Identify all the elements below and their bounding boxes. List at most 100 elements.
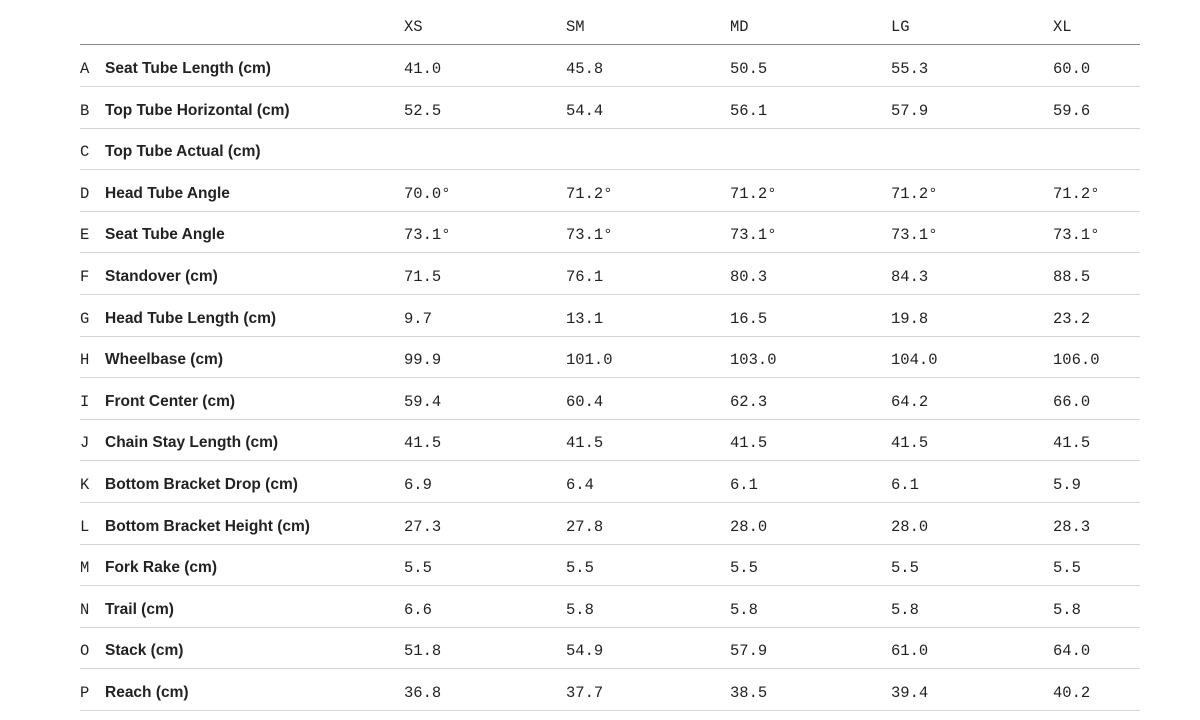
- value-cell: 54.9: [566, 642, 604, 661]
- row-label: Top Tube Horizontal (cm): [105, 101, 290, 119]
- row-letter: A: [80, 60, 90, 78]
- value-cell: 104.0: [891, 351, 938, 370]
- row-letter: C: [80, 143, 90, 162]
- value-cell: 5.8: [1053, 600, 1081, 619]
- value-cell: 73.1°: [566, 226, 613, 245]
- row-letter: D: [80, 184, 90, 203]
- value-cell: 41.5: [730, 434, 768, 453]
- row-divider: [80, 502, 1140, 503]
- value-cell: 9.7: [404, 309, 432, 328]
- row-label: Bottom Bracket Height (cm): [105, 517, 310, 535]
- value-cell: 71.2°: [566, 184, 613, 203]
- value-cell: 40.2: [1053, 684, 1091, 702]
- value-cell: 73.1°: [891, 226, 938, 245]
- value-cell: 57.9: [891, 101, 929, 120]
- value-cell: 41.5: [404, 434, 442, 453]
- value-cell: 84.3: [891, 268, 929, 286]
- row-divider: [80, 377, 1140, 378]
- value-cell: 6.1: [891, 476, 919, 494]
- value-cell: 59.4: [404, 392, 442, 411]
- row-letter: I: [80, 392, 90, 411]
- row-label: Trail (cm): [105, 600, 174, 618]
- value-cell: 73.1°: [730, 226, 777, 245]
- value-cell: 71.2°: [1053, 184, 1100, 203]
- value-cell: 71.2°: [730, 184, 777, 203]
- column-header: XS: [404, 18, 423, 36]
- value-cell: 56.1: [730, 101, 768, 120]
- value-cell: 73.1°: [1053, 226, 1100, 245]
- value-cell: 19.8: [891, 309, 929, 328]
- value-cell: 5.8: [566, 600, 594, 619]
- row-letter: K: [80, 476, 90, 494]
- value-cell: 38.5: [730, 684, 768, 702]
- value-cell: 71.5: [404, 268, 442, 286]
- row-letter: F: [80, 268, 90, 286]
- column-header: MD: [730, 18, 749, 36]
- value-cell: 28.0: [891, 517, 929, 536]
- row-letter: L: [80, 517, 90, 536]
- value-cell: 80.3: [730, 268, 768, 286]
- value-cell: 5.8: [891, 600, 919, 619]
- row-divider: [80, 252, 1140, 253]
- value-cell: 73.1°: [404, 226, 451, 245]
- value-cell: 27.8: [566, 517, 604, 536]
- value-cell: 101.0: [566, 351, 613, 370]
- value-cell: 45.8: [566, 60, 604, 78]
- row-divider: [80, 627, 1140, 628]
- row-label: Top Tube Actual (cm): [105, 143, 261, 161]
- row-letter: N: [80, 600, 90, 619]
- value-cell: 76.1: [566, 268, 604, 286]
- row-label: Head Tube Length (cm): [105, 309, 277, 327]
- value-cell: 6.6: [404, 600, 432, 619]
- column-header: SM: [566, 18, 585, 36]
- row-label: Chain Stay Length (cm): [105, 434, 279, 452]
- value-cell: 55.3: [891, 60, 929, 78]
- row-letter: E: [80, 226, 90, 245]
- value-cell: 41.0: [404, 60, 442, 78]
- row-divider: [80, 668, 1140, 669]
- row-divider: [80, 460, 1140, 461]
- row-label: Head Tube Angle: [105, 184, 230, 202]
- value-cell: 57.9: [730, 642, 768, 661]
- value-cell: 99.9: [404, 351, 442, 370]
- value-cell: 5.5: [566, 559, 594, 578]
- row-label: Front Center (cm): [105, 392, 236, 410]
- value-cell: 71.2°: [891, 184, 938, 203]
- value-cell: 36.8: [404, 684, 442, 702]
- value-cell: 6.9: [404, 476, 432, 494]
- value-cell: 28.3: [1053, 517, 1091, 536]
- value-cell: 64.0: [1053, 642, 1091, 661]
- value-cell: 106.0: [1053, 351, 1100, 370]
- row-letter: O: [80, 642, 90, 661]
- value-cell: 6.1: [730, 476, 758, 494]
- row-divider: [80, 585, 1140, 586]
- row-letter: P: [80, 684, 90, 702]
- row-label: Seat Tube Length (cm): [105, 60, 271, 77]
- row-letter: J: [80, 434, 90, 453]
- value-cell: 5.9: [1053, 476, 1081, 494]
- value-cell: 5.5: [1053, 559, 1081, 578]
- row-label: Bottom Bracket Drop (cm): [105, 476, 298, 493]
- value-cell: 5.5: [891, 559, 919, 578]
- value-cell: 61.0: [891, 642, 929, 661]
- row-label: Seat Tube Angle: [105, 226, 225, 244]
- value-cell: 103.0: [730, 351, 777, 370]
- row-letter: G: [80, 309, 90, 328]
- row-label: Stack (cm): [105, 642, 184, 660]
- value-cell: 52.5: [404, 101, 442, 120]
- row-label: Wheelbase (cm): [105, 351, 224, 369]
- value-cell: 6.4: [566, 476, 594, 494]
- column-header: XL: [1053, 18, 1072, 36]
- value-cell: 66.0: [1053, 392, 1091, 411]
- value-cell: 37.7: [566, 684, 604, 702]
- column-header: LG: [891, 18, 910, 36]
- value-cell: 5.5: [404, 559, 432, 578]
- value-cell: 5.8: [730, 600, 758, 619]
- value-cell: 27.3: [404, 517, 442, 536]
- row-divider: [80, 336, 1140, 337]
- row-label: Reach (cm): [105, 684, 189, 701]
- row-letter: M: [80, 559, 90, 578]
- value-cell: 5.5: [730, 559, 758, 578]
- row-divider: [80, 169, 1140, 170]
- value-cell: 62.3: [730, 392, 768, 411]
